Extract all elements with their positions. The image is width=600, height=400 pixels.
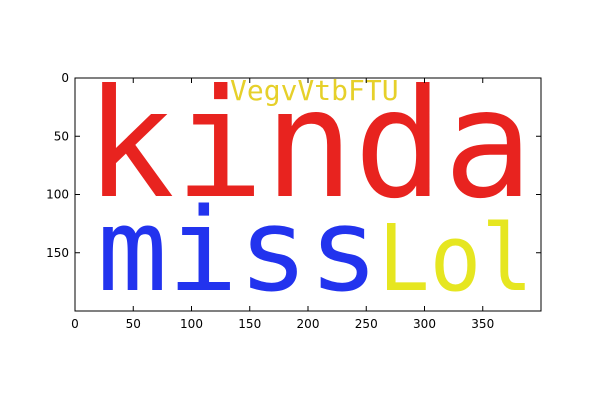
x-tick-label: 350 — [471, 317, 494, 331]
plot-area — [74, 77, 542, 312]
y-tick-label: 0 — [61, 71, 69, 85]
x-tick-label: 0 — [71, 317, 79, 331]
y-tick-label: 100 — [46, 188, 69, 202]
x-tick-label: 150 — [238, 317, 261, 331]
y-tick-label: 150 — [46, 246, 69, 260]
word-vegvvtbftu: VegvVtbFTU — [230, 74, 399, 107]
word-lol: Lol — [378, 205, 533, 312]
x-tick-label: 200 — [297, 317, 320, 331]
x-tick-label: 250 — [355, 317, 378, 331]
x-tick-label: 100 — [180, 317, 203, 331]
axis-ticks: 0 50 100 150 200 250 300 350 0 50 100 150 — [46, 71, 541, 331]
word-kinda: kinda — [85, 58, 533, 232]
word-miss: miss — [97, 184, 379, 318]
x-tick-label: 300 — [413, 317, 436, 331]
x-tick-label: 50 — [126, 317, 141, 331]
y-tick-label: 50 — [54, 129, 69, 143]
